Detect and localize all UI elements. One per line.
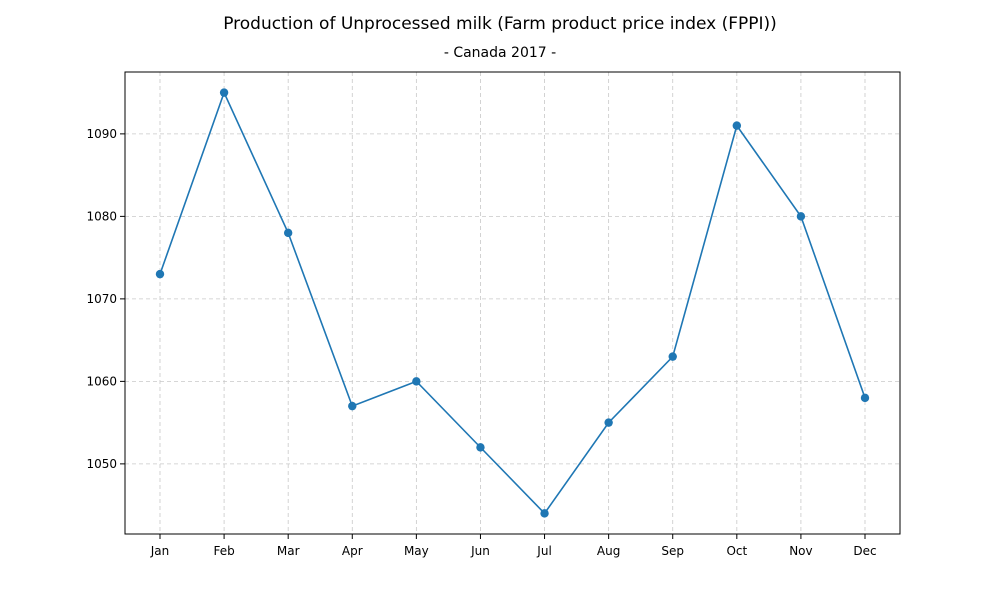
data-point	[412, 377, 421, 386]
y-tick-label: 1080	[86, 209, 117, 223]
grid-layer	[125, 72, 900, 534]
chart-subtitle: - Canada 2017 -	[443, 45, 557, 61]
data-point	[283, 228, 293, 238]
data-point	[155, 269, 165, 279]
data-point	[860, 393, 870, 403]
y-tick-label: 1090	[86, 127, 117, 141]
x-tick-label: Oct	[726, 544, 747, 558]
axis-layer: Jan Feb Mar Apr May Jun Jul Aug Sep Oct Nov Dec 1050…	[86, 127, 876, 558]
x-tick-label: Apr	[342, 544, 363, 558]
x-tick-label: Dec	[853, 544, 876, 558]
data-point	[540, 509, 549, 518]
x-tick-label: Jan	[150, 544, 170, 558]
x-tick-label: Jun	[470, 544, 490, 558]
data-point	[732, 121, 742, 130]
x-tick-label: Aug	[597, 544, 620, 558]
data-point	[219, 88, 229, 97]
x-tick-label: Jul	[536, 544, 551, 558]
y-tick-label: 1060	[86, 374, 117, 388]
x-tick-label: Sep	[661, 544, 684, 558]
x-tick-label: Mar	[277, 544, 300, 558]
data-point	[796, 212, 806, 221]
x-tick-label: Nov	[789, 544, 812, 558]
plot-frame	[124, 71, 901, 535]
series-line	[159, 90, 866, 515]
y-tick-label: 1070	[86, 292, 117, 306]
y-tick-label: 1050	[86, 457, 117, 471]
x-tick-label: Feb	[213, 544, 234, 558]
chart-title: Production of Unprocessed milk (Farm pro…	[223, 14, 777, 34]
data-point	[476, 443, 485, 452]
data-point	[348, 401, 357, 411]
x-tick-label: May	[404, 544, 429, 558]
data-point	[604, 418, 613, 427]
series-layer	[155, 88, 870, 518]
data-point	[668, 352, 677, 361]
